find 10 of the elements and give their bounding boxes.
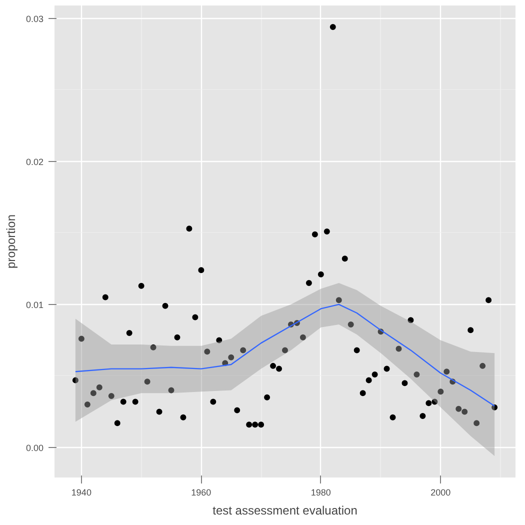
x-tick-label: 1940 — [71, 488, 92, 498]
x-tick-label: 1980 — [310, 488, 331, 498]
y-tick-label: 0.02 — [26, 156, 44, 167]
x-axis-title: test assessment evaluation — [212, 504, 358, 518]
y-tick-label: 0.03 — [26, 14, 44, 24]
y-tick-label: 0.00 — [26, 442, 44, 453]
y-axis-title: proportion — [4, 214, 18, 269]
x-tick-label: 1960 — [191, 488, 212, 498]
x-tick-label: 2000 — [430, 488, 451, 498]
y-tick-label: 0.01 — [26, 300, 44, 310]
